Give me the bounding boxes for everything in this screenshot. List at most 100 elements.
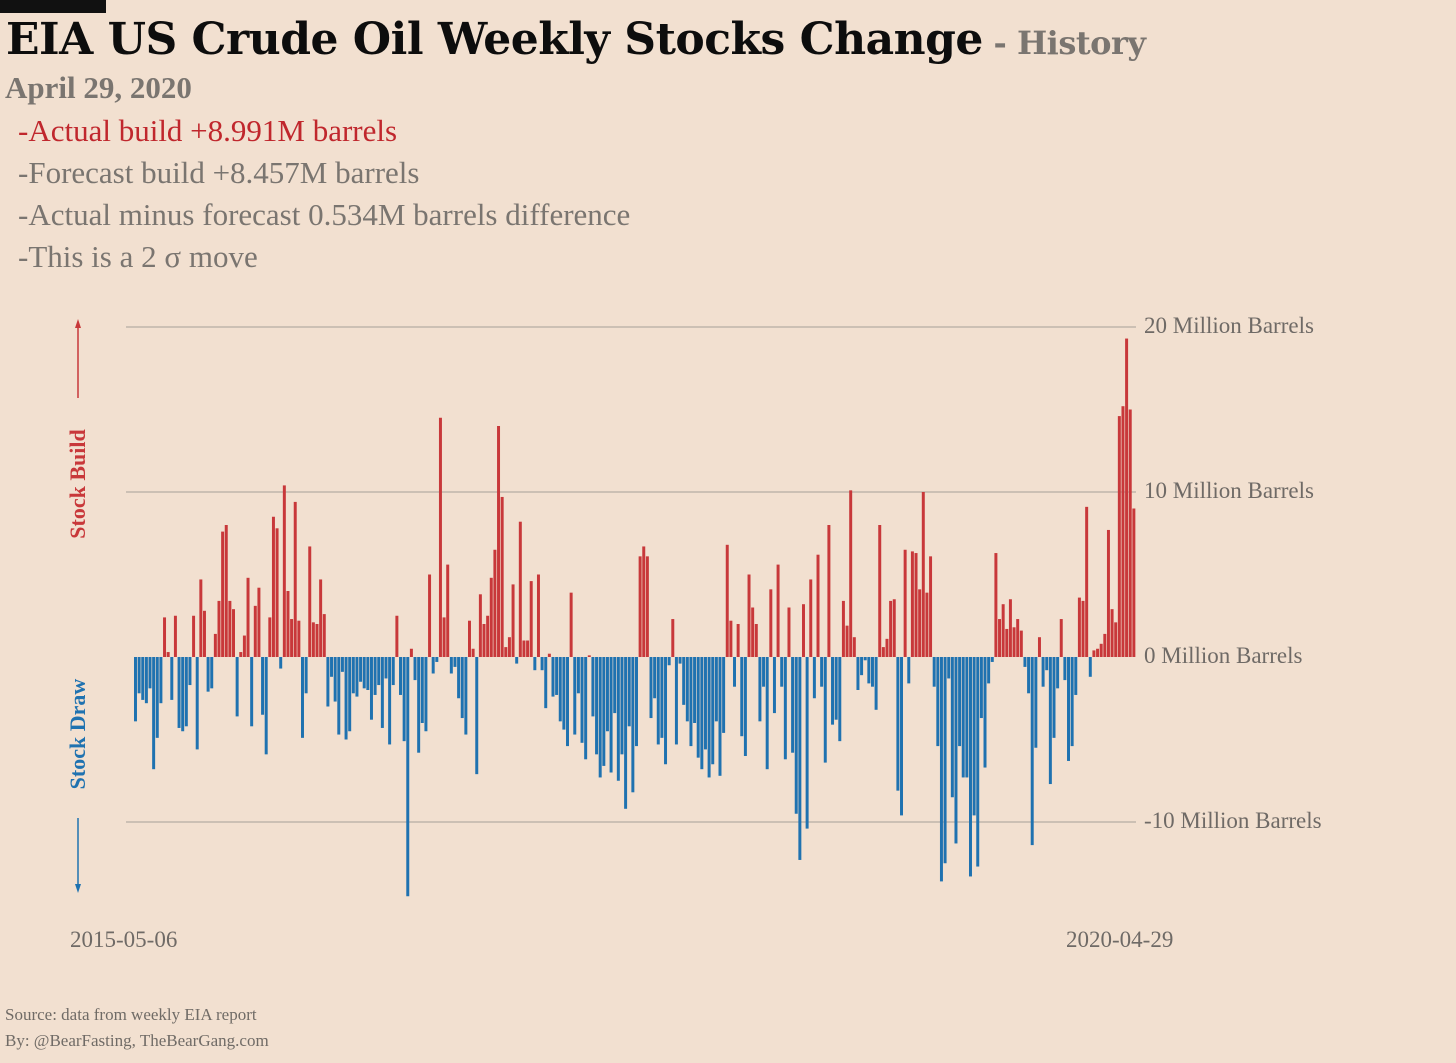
bar-draw <box>340 657 344 672</box>
bar-draw <box>580 657 584 743</box>
bar-build <box>217 600 221 657</box>
bar-draw <box>772 657 776 714</box>
bar-draw <box>558 657 562 722</box>
bar-build <box>395 615 399 657</box>
bar-build <box>446 564 450 657</box>
bar-draw <box>188 657 192 686</box>
bar-draw <box>384 657 388 679</box>
bar-draw <box>1056 657 1060 689</box>
bar-draw <box>348 657 352 732</box>
bar-draw <box>515 657 519 664</box>
bar-build <box>569 592 573 657</box>
author-note: By: @BearFasting, TheBearGang.com <box>5 1031 269 1050</box>
bar-build <box>802 604 805 657</box>
bar-draw <box>762 657 766 687</box>
bar-draw <box>326 657 330 707</box>
bar-draw <box>1030 657 1034 846</box>
bar-draw <box>664 657 668 765</box>
bar-draw <box>333 657 337 702</box>
bar-draw <box>460 657 464 719</box>
bar-draw <box>301 657 304 738</box>
bar-build <box>221 531 225 657</box>
bar-draw <box>805 657 809 829</box>
bar-build <box>493 549 497 657</box>
bar-draw <box>1074 657 1078 695</box>
bar-build <box>1092 650 1096 657</box>
bar-draw <box>533 657 537 671</box>
bar-draw <box>733 657 736 687</box>
y-tick-label: 10 Million Barrels <box>1144 478 1314 503</box>
bar-draw <box>856 657 860 690</box>
bar-draw <box>304 657 308 694</box>
bar-draw <box>359 657 363 682</box>
bar-draw <box>602 657 606 766</box>
bar-build <box>889 600 893 657</box>
bar-draw <box>613 657 617 714</box>
bar-draw <box>798 657 802 860</box>
bar-build <box>173 615 177 657</box>
bar-build <box>428 574 432 657</box>
bar-build <box>1037 637 1041 657</box>
bar-draw <box>605 657 609 732</box>
bar-build <box>322 614 326 657</box>
bar-build <box>587 655 591 657</box>
note-actual: -Actual build +8.991M barrels <box>18 113 398 148</box>
bar-draw <box>449 657 453 674</box>
bar-build <box>1106 529 1110 657</box>
x-tick-label-start: 2015-05-06 <box>70 927 178 952</box>
bar-build <box>910 551 914 657</box>
bar-draw <box>388 657 392 745</box>
bar-draw <box>137 657 141 694</box>
bar-build <box>1114 622 1118 657</box>
bar-build <box>319 579 323 657</box>
bar-draw <box>743 657 747 756</box>
bar-draw <box>181 657 185 732</box>
report-date: April 29, 2020 <box>5 70 192 105</box>
bar-draw <box>983 657 987 768</box>
bar-draw <box>943 657 947 864</box>
bar-draw <box>369 657 373 720</box>
bar-draw <box>834 657 838 720</box>
bar-draw <box>1088 657 1092 677</box>
bar-draw <box>279 657 283 669</box>
bar-draw <box>598 657 602 778</box>
y-tick-label: -10 Million Barrels <box>1144 808 1322 833</box>
bar-draw <box>1023 657 1027 667</box>
bar-draw <box>707 657 711 778</box>
bar-build <box>518 521 522 657</box>
bar-draw <box>206 657 210 692</box>
bar-draw <box>609 657 613 773</box>
bar-build <box>308 546 312 657</box>
bar-draw <box>424 657 428 732</box>
bar-draw <box>453 657 457 667</box>
bar-draw <box>653 657 657 699</box>
bar-draw <box>838 657 842 742</box>
bar-draw <box>950 657 954 798</box>
bar-build <box>166 652 170 657</box>
bar-draw <box>362 657 366 689</box>
bar-draw <box>860 657 864 676</box>
bar-build <box>232 609 235 657</box>
bar-draw <box>718 657 722 776</box>
bar-draw <box>722 657 726 733</box>
bar-draw <box>544 657 548 709</box>
bar-build <box>192 615 196 657</box>
bar-build <box>547 653 551 657</box>
arrow-down-icon <box>75 884 81 893</box>
bar-draw <box>936 657 940 747</box>
bar-build <box>522 640 526 657</box>
bar-build <box>878 525 882 657</box>
bar-draw <box>783 657 787 760</box>
bar-draw <box>627 657 631 727</box>
bar-draw <box>976 657 980 867</box>
bar-draw <box>631 657 635 793</box>
bar-draw <box>155 657 159 738</box>
bar-draw <box>714 657 718 722</box>
bar-draw <box>152 657 156 770</box>
title-suffix: - History <box>982 24 1146 62</box>
bar-draw <box>380 657 384 728</box>
bar-draw <box>791 657 795 753</box>
bar-build <box>1085 506 1089 657</box>
bar-draw <box>678 657 682 664</box>
bar-build <box>827 525 831 657</box>
